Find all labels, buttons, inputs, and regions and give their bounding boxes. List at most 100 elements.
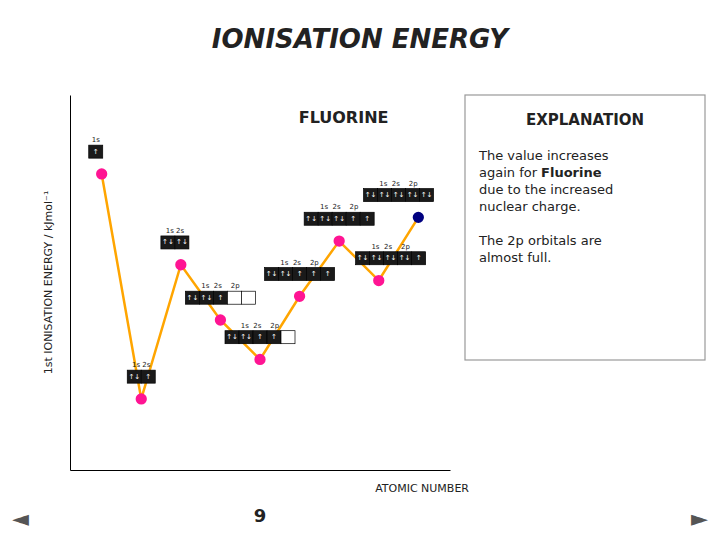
orbital-box (227, 291, 241, 304)
orbital-box (321, 268, 335, 281)
orbital-box (318, 212, 332, 225)
orbital-electrons: ↑↓ (305, 215, 317, 223)
y-axis-line (70, 96, 71, 471)
orbital-box (279, 268, 293, 281)
orbital-electrons: ↑↓ (365, 191, 377, 199)
orbital-box (392, 189, 406, 202)
line (102, 174, 419, 399)
orbital-box (384, 252, 398, 265)
orbital-box (293, 268, 307, 281)
explanation-text: Fluorine (541, 165, 602, 180)
orbital-electrons: ↑↓ (187, 294, 199, 302)
orbital-header: 1s 2s 2p (201, 282, 240, 290)
orbital-box (161, 236, 175, 249)
orbital-electrons: ↑↓ (128, 373, 140, 381)
orbital-diagram: 1s 2s 2p↑↓↑↓↑ (185, 282, 255, 304)
orbital-electrons: ↑ (350, 215, 356, 223)
nav-next: ► (691, 506, 708, 531)
explanation-text: The value increases (478, 148, 609, 163)
orbital-box (370, 252, 384, 265)
point (413, 212, 424, 223)
orbital-electrons: ↑ (145, 373, 151, 381)
orbital-box (127, 370, 141, 383)
orbital-box (356, 252, 370, 265)
explanation-text: The 2p orbitals are (478, 233, 602, 248)
orbital-header: 1s 2s 2p (280, 259, 319, 267)
explanation-text: again for (479, 165, 538, 180)
orbital-box (332, 212, 346, 225)
orbital-electrons: ↑↓ (379, 191, 391, 199)
orbital-electrons: ↑↓ (357, 254, 369, 262)
point (215, 314, 226, 325)
orbital-electrons: ↑ (297, 270, 303, 278)
orbital-diagram: 1s 2s 2p↑↓↑↓↑↑↑ (265, 259, 335, 281)
chart: IONISATION ENERGY1st IONISATION ENERGY /… (0, 0, 720, 540)
orbital-electrons: ↑↓ (240, 333, 252, 341)
orbital-electrons: ↑↓ (319, 215, 331, 223)
orbital-diagram: 1s 2s 2p↑↓↑↓↑↓↑↓↑ (356, 243, 426, 265)
point (373, 275, 384, 286)
orbital-diagram: 1s 2s 2p↑↓↑↓↑↓↑↓↑↓ (364, 180, 434, 202)
orbital-box (225, 331, 239, 344)
orbital-electrons: ↑↓ (371, 254, 383, 262)
orbital-box (141, 370, 155, 383)
x-axis-line (71, 470, 451, 471)
orbital-electrons: ↑↓ (333, 215, 345, 223)
orbital-box (304, 212, 318, 225)
orbital-electrons: ↑ (311, 270, 317, 278)
y-axis (70, 96, 71, 471)
orbital-box (241, 291, 255, 304)
orbital-header: 1s 2s 2p (379, 180, 418, 188)
orbital-electrons: ↑↓ (280, 270, 292, 278)
atomic-number-label: 9 (254, 505, 267, 526)
point (136, 393, 147, 404)
orbital-electrons: ↑↓ (162, 238, 174, 246)
plot-area (96, 168, 424, 404)
orbital-electrons: ↑↓ (399, 254, 411, 262)
x-axis-title: ATOMIC NUMBER (375, 482, 469, 495)
orbital-header: 1s 2s (166, 227, 185, 235)
orbital-diagram: 1s 2s↑↓↑ (127, 361, 155, 383)
orbital-header: 1s 2s 2p (320, 203, 359, 211)
orbital-box (364, 189, 378, 202)
point (96, 168, 107, 179)
explanation-title: EXPLANATION (526, 111, 644, 129)
orbital-box (253, 331, 267, 344)
orbital-box (185, 291, 199, 304)
orbital-electrons: ↑↓ (407, 191, 419, 199)
orbital-box (89, 145, 103, 158)
orbital-electrons: ↑ (93, 148, 99, 156)
orbital-box (239, 331, 253, 344)
orbital-box (267, 331, 281, 344)
orbital-electrons: ↑↓ (385, 254, 397, 262)
orbital-header: 1s 2s 2p (241, 322, 280, 330)
orbital-box (175, 236, 189, 249)
orbital-electrons: ↑↓ (421, 191, 433, 199)
orbital-box (360, 212, 374, 225)
orbital-electrons: ↑↓ (176, 238, 188, 246)
orbital-diagram: 1s 2s ↑↓↑↓ (161, 227, 189, 249)
orbital-box (406, 189, 420, 202)
explanation-box (465, 95, 705, 360)
orbital-electrons: ↑ (416, 254, 422, 262)
orbital-header: 1s 2s 2p (371, 243, 410, 251)
orbital-diagrams: 1s↑1s 2s↑↓↑1s 2s↑↓↑↓1s 2s 2p↑↓↑↓↑1s 2s 2… (89, 136, 434, 383)
orbital-box (346, 212, 360, 225)
point (254, 354, 265, 365)
orbital-electrons: ↑↓ (201, 294, 213, 302)
explanation-text: almost full. (479, 250, 551, 265)
orbital-box (378, 189, 392, 202)
orbital-box (412, 252, 426, 265)
orbital-box (398, 252, 412, 265)
orbital-diagram: 1s 2s 2p↑↓↑↓↑↑ (225, 322, 295, 344)
orbital-electrons: ↑ (325, 270, 331, 278)
orbital-electrons: ↑↓ (393, 191, 405, 199)
orbital-box (265, 268, 279, 281)
orbital-electrons: ↑ (271, 333, 277, 341)
y-axis-title: 1st IONISATION ENERGY / kJmol⁻¹ (42, 191, 55, 375)
orbital-box (281, 331, 295, 344)
nav-previous: ◄ (12, 506, 29, 531)
orbital-box (213, 291, 227, 304)
orbital-box (420, 189, 434, 202)
explanation-text: due to the increased (479, 182, 613, 197)
